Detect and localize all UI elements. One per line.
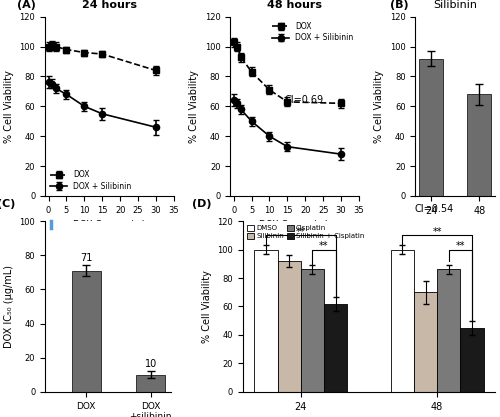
Bar xyxy=(254,249,278,392)
Bar xyxy=(72,271,101,392)
Bar xyxy=(414,292,437,392)
Y-axis label: DOX IC₅₀ (μg/mL): DOX IC₅₀ (μg/mL) xyxy=(4,265,14,348)
Text: **: ** xyxy=(456,241,465,251)
Title: 24 hours: 24 hours xyxy=(82,0,137,10)
Title: Silibinin: Silibinin xyxy=(433,0,477,10)
Text: (D): (D) xyxy=(192,199,212,209)
X-axis label: DOX Con.μg/mL: DOX Con.μg/mL xyxy=(259,220,330,229)
Text: **: ** xyxy=(296,227,306,237)
Y-axis label: % Cell Viability: % Cell Viability xyxy=(374,70,384,143)
Title: 48 hours: 48 hours xyxy=(267,0,322,10)
Bar xyxy=(419,58,443,196)
Bar xyxy=(136,375,166,392)
Y-axis label: % Cell Viability: % Cell Viability xyxy=(189,70,199,143)
Legend: DOX, DOX + Silibinin: DOX, DOX + Silibinin xyxy=(271,20,355,44)
Legend: DMSO, Silibinin, Cisplatin, Silibinin + Cisplatin: DMSO, Silibinin, Cisplatin, Silibinin + … xyxy=(246,224,364,240)
Text: CI=0.54: CI=0.54 xyxy=(414,204,454,214)
X-axis label: Time (hours): Time (hours) xyxy=(426,221,484,230)
Y-axis label: % Cell Viability: % Cell Viability xyxy=(4,70,14,143)
Text: (C): (C) xyxy=(0,199,16,209)
Bar xyxy=(437,269,460,392)
Text: 71: 71 xyxy=(80,253,92,263)
Bar xyxy=(391,249,414,392)
Bar xyxy=(460,328,483,392)
Text: (B): (B) xyxy=(390,0,408,10)
Text: (A): (A) xyxy=(16,0,36,10)
X-axis label: DOX Con. μg/mL: DOX Con. μg/mL xyxy=(72,220,146,229)
Legend: DOX, DOX + Silibinin: DOX, DOX + Silibinin xyxy=(49,169,133,192)
Y-axis label: % Cell Viability: % Cell Viability xyxy=(202,270,212,343)
Bar xyxy=(300,269,324,392)
Text: **: ** xyxy=(319,241,328,251)
Bar xyxy=(324,304,347,392)
Bar xyxy=(467,94,491,196)
Text: **: ** xyxy=(432,227,442,237)
Text: 10: 10 xyxy=(144,359,157,369)
Bar xyxy=(278,261,300,392)
Text: CI=0.69: CI=0.69 xyxy=(284,95,324,105)
